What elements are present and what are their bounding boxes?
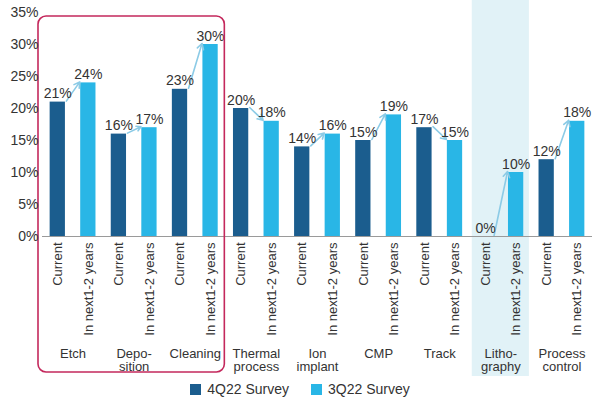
svg-text:Processcontrol: Processcontrol (538, 346, 585, 374)
svg-text:16%: 16% (105, 117, 133, 133)
svg-text:In next1-2 years: In next1-2 years (142, 242, 157, 336)
svg-text:Current: Current (478, 242, 493, 286)
svg-text:12%: 12% (533, 143, 561, 159)
svg-text:24%: 24% (74, 66, 102, 82)
html-text:4Q22 Survey: 4Q22 Survey (207, 381, 289, 397)
svg-text:16%: 16% (319, 117, 347, 133)
svg-text:23%: 23% (166, 72, 194, 88)
svg-text:Etch: Etch (60, 346, 86, 361)
svg-text:19%: 19% (380, 98, 408, 114)
svg-text:In next1-2 years: In next1-2 years (80, 242, 95, 336)
svg-text:20%: 20% (227, 92, 255, 108)
svg-text:Current: Current (233, 242, 248, 286)
svg-text:17%: 17% (410, 111, 438, 127)
svg-text:Track: Track (424, 346, 457, 361)
svg-text:Current: Current (50, 242, 65, 286)
svg-text:35%: 35% (10, 4, 38, 20)
svg-text:0%: 0% (18, 228, 38, 244)
svg-text:14%: 14% (288, 130, 316, 146)
svg-text:Cleaning: Cleaning (170, 346, 221, 361)
svg-text:Current: Current (539, 242, 554, 286)
svg-text:10%: 10% (10, 164, 38, 180)
svg-text:30%: 30% (10, 36, 38, 52)
svg-text:In next1-2 years: In next1-2 years (264, 242, 279, 336)
svg-text:20%: 20% (10, 100, 38, 116)
svg-text:Current: Current (111, 242, 126, 286)
svg-text:10%: 10% (502, 156, 530, 172)
svg-text:In next1-2 years: In next1-2 years (325, 242, 340, 336)
svg-text:Ionimplant: Ionimplant (297, 346, 339, 374)
svg-text:In next1-2 years: In next1-2 years (569, 242, 584, 336)
svg-text:Thermalprocess: Thermalprocess (233, 346, 281, 374)
svg-text:15%: 15% (349, 124, 377, 140)
svg-text:In next1-2 years: In next1-2 years (447, 242, 462, 336)
svg-text:25%: 25% (10, 68, 38, 84)
svg-text:Litho-graphy: Litho-graphy (481, 346, 521, 374)
svg-text:CMP: CMP (364, 346, 393, 361)
svg-text:0%: 0% (475, 220, 495, 236)
svg-text:18%: 18% (563, 104, 591, 120)
html-text:3Q22 Survey: 3Q22 Survey (328, 381, 410, 397)
svg-text:Current: Current (294, 242, 309, 286)
svg-text:5%: 5% (18, 196, 38, 212)
svg-text:Current: Current (355, 242, 370, 286)
svg-text:In next1-2 years: In next1-2 years (386, 242, 401, 336)
svg-text:Current: Current (172, 242, 187, 286)
svg-text:18%: 18% (258, 104, 286, 120)
svg-text:Current: Current (417, 242, 432, 286)
svg-text:21%: 21% (44, 85, 72, 101)
svg-text:17%: 17% (135, 111, 163, 127)
svg-text:In next1-2 years: In next1-2 years (508, 242, 523, 336)
svg-text:15%: 15% (441, 124, 469, 140)
svg-text:In next1-2 years: In next1-2 years (203, 242, 218, 336)
svg-text:Depo-sition: Depo-sition (116, 346, 151, 374)
svg-text:30%: 30% (197, 28, 225, 44)
svg-text:15%: 15% (10, 132, 38, 148)
